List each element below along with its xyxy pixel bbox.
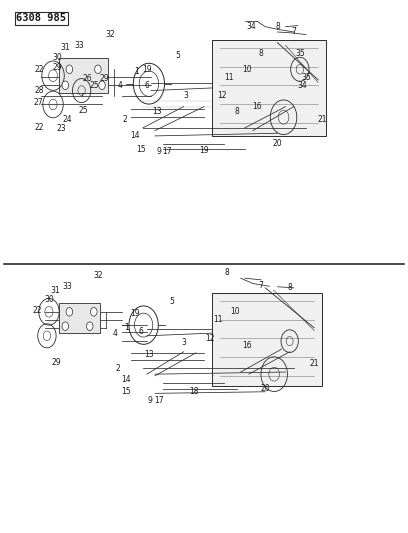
Text: 8: 8	[275, 22, 280, 31]
Text: 24: 24	[62, 116, 72, 124]
Text: 34: 34	[246, 22, 256, 31]
Text: 2: 2	[116, 365, 121, 373]
Text: 22: 22	[33, 306, 42, 314]
Text: 20: 20	[260, 384, 270, 392]
Text: 19: 19	[199, 146, 209, 155]
Text: 8: 8	[224, 269, 229, 277]
Text: 33: 33	[62, 282, 72, 291]
Text: 33: 33	[75, 41, 84, 50]
Text: 18: 18	[189, 387, 199, 396]
Text: 7: 7	[259, 281, 264, 289]
Text: 1: 1	[134, 68, 139, 76]
Text: 26: 26	[83, 75, 93, 83]
Text: 13: 13	[144, 350, 154, 359]
Text: 16: 16	[252, 102, 262, 111]
Circle shape	[62, 322, 69, 330]
Text: 31: 31	[50, 286, 60, 295]
Circle shape	[66, 65, 73, 74]
Text: 8: 8	[259, 49, 264, 58]
Text: 10: 10	[230, 308, 239, 316]
Text: 20: 20	[273, 140, 282, 148]
Text: 1: 1	[124, 324, 129, 332]
Text: 12: 12	[205, 334, 215, 343]
Text: 17: 17	[154, 397, 164, 405]
Text: 10: 10	[242, 65, 252, 74]
Text: 15: 15	[121, 387, 131, 396]
Text: 29: 29	[99, 75, 109, 83]
Text: 6: 6	[144, 81, 149, 90]
Text: 25: 25	[79, 107, 89, 115]
Text: 14: 14	[122, 375, 131, 384]
Text: 29: 29	[52, 63, 62, 72]
Text: 35: 35	[295, 49, 305, 58]
Text: 30: 30	[44, 295, 54, 304]
Text: 15: 15	[136, 145, 146, 154]
Text: 31: 31	[60, 44, 70, 52]
Text: 32: 32	[105, 30, 115, 39]
Text: 28: 28	[35, 86, 44, 95]
Circle shape	[86, 322, 93, 330]
FancyBboxPatch shape	[59, 58, 108, 93]
Text: 16: 16	[242, 341, 252, 350]
Text: 5: 5	[169, 297, 174, 305]
Text: 11: 11	[213, 316, 223, 324]
Text: 21: 21	[317, 116, 327, 124]
Text: 8: 8	[234, 108, 239, 116]
Circle shape	[91, 308, 97, 316]
Text: 6308 985: 6308 985	[16, 13, 67, 23]
Text: 8: 8	[287, 284, 292, 292]
Text: 7: 7	[291, 28, 296, 36]
Text: 9: 9	[148, 397, 153, 405]
Text: 23: 23	[56, 125, 66, 133]
Text: 9: 9	[157, 148, 162, 156]
Text: 35: 35	[301, 73, 311, 82]
Text: 34: 34	[297, 81, 307, 90]
Text: 22: 22	[34, 65, 44, 74]
Text: 2: 2	[122, 116, 127, 124]
Text: 17: 17	[162, 148, 172, 156]
FancyBboxPatch shape	[212, 293, 322, 386]
Circle shape	[66, 308, 73, 316]
Text: 13: 13	[152, 108, 162, 116]
Text: 22: 22	[34, 124, 44, 132]
Circle shape	[99, 81, 105, 90]
Text: 5: 5	[175, 52, 180, 60]
Text: 27: 27	[34, 98, 44, 107]
Text: 19: 19	[142, 65, 152, 74]
Text: 29: 29	[51, 358, 61, 367]
Text: 4: 4	[118, 81, 123, 90]
Text: 3: 3	[183, 92, 188, 100]
Text: 21: 21	[309, 359, 319, 368]
Circle shape	[62, 81, 69, 90]
FancyBboxPatch shape	[212, 40, 326, 136]
Text: 3: 3	[181, 338, 186, 346]
Text: 6: 6	[138, 327, 143, 336]
Circle shape	[95, 65, 101, 74]
Text: 11: 11	[224, 73, 233, 82]
FancyBboxPatch shape	[59, 303, 100, 333]
Text: 32: 32	[93, 271, 103, 280]
Text: 25: 25	[89, 81, 99, 90]
Text: 30: 30	[52, 53, 62, 61]
Text: 12: 12	[217, 92, 227, 100]
Text: 14: 14	[130, 132, 140, 140]
Text: 19: 19	[130, 309, 140, 318]
Text: 4: 4	[113, 329, 118, 337]
